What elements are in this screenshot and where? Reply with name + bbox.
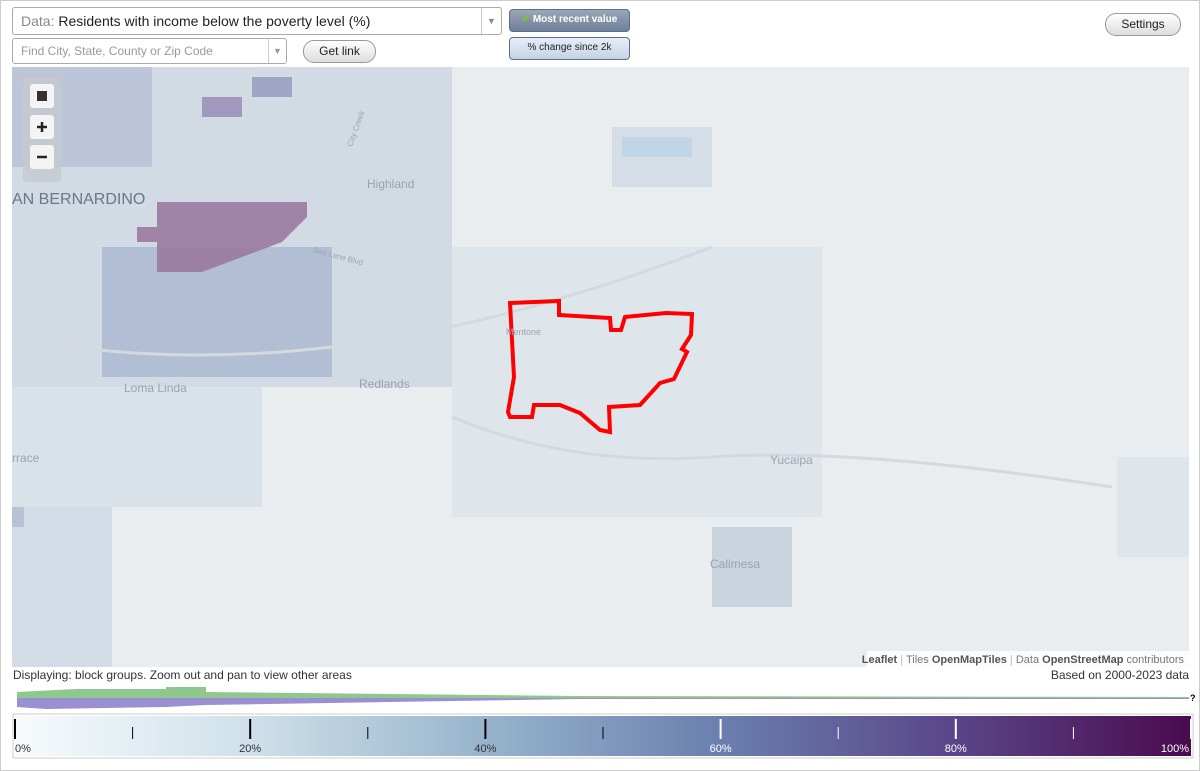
histogram-recent <box>17 687 1189 698</box>
legend: ? 0% 20% 40% 60% 80% 100% <box>12 687 1196 759</box>
attribution-text: Data <box>1016 654 1040 666</box>
attribution-link[interactable]: OpenStreetMap <box>1042 654 1124 666</box>
map-label: Mentone <box>506 327 541 337</box>
selected-area-outline <box>505 298 695 435</box>
road <box>12 245 1113 489</box>
mode-recent-label: Most recent value <box>532 14 618 25</box>
map-label: Yucaipa <box>770 453 813 467</box>
map-label: Redlands <box>359 377 410 391</box>
map[interactable]: AN BERNARDINO Highland Redlands Loma Lin… <box>12 67 1189 667</box>
attribution: Leaflet | Tiles OpenMapTiles | Data Open… <box>862 654 1185 666</box>
legend-tick-label: 60% <box>710 743 732 755</box>
map-label: AN BERNARDINO <box>12 191 145 208</box>
data-range-note: Based on 2000-2023 data <box>1050 668 1189 682</box>
histogram-change <box>17 698 1189 709</box>
dropdown-arrow[interactable]: ▼ <box>268 39 286 63</box>
displaying-note: Displaying: block groups. Zoom out and p… <box>13 668 352 682</box>
data-value: Residents with income below the poverty … <box>58 13 371 29</box>
search-box[interactable]: Find City, State, County or Zip Code ▼ <box>12 38 287 64</box>
map-label: rrace <box>12 451 40 465</box>
data-select[interactable]: Data: Residents with income below the po… <box>12 7 502 35</box>
attribution-text: contributors <box>1127 654 1185 666</box>
attribution-text: Tiles <box>906 654 929 666</box>
legend-tick-label: 20% <box>239 743 261 755</box>
legend-tick-label: 0% <box>15 743 31 755</box>
legend-tick-label: 80% <box>945 743 967 755</box>
data-label: Data: <box>21 13 55 29</box>
legend-tick-label: 100% <box>1161 743 1189 755</box>
help-icon[interactable]: ? <box>1190 693 1196 703</box>
zoom-out-button[interactable] <box>30 145 54 169</box>
zoom-in-button[interactable] <box>30 115 54 139</box>
dropdown-arrow[interactable]: ▼ <box>481 8 501 34</box>
attribution-background <box>867 651 1189 667</box>
legend-tick-label: 40% <box>474 743 496 755</box>
mode-change-button[interactable]: % change since 2k <box>509 37 630 60</box>
attribution-sep: | <box>900 654 903 666</box>
search-placeholder: Find City, State, County or Zip Code <box>21 44 213 58</box>
map-label: Loma Linda <box>124 381 187 395</box>
attribution-sep: | <box>1010 654 1013 666</box>
map-label: Calimesa <box>710 557 760 571</box>
fullscreen-button[interactable] <box>30 84 54 108</box>
map-label: Highland <box>367 177 414 191</box>
settings-button[interactable]: Settings <box>1105 13 1181 36</box>
check-icon: ✔ <box>521 14 531 25</box>
attribution-link[interactable]: OpenMapTiles <box>932 654 1007 666</box>
get-link-button[interactable]: Get link <box>303 40 376 63</box>
mode-recent-button[interactable]: ✔ Most recent value <box>509 9 630 32</box>
map-labels: AN BERNARDINO Highland Redlands Loma Lin… <box>12 109 813 571</box>
block-groups <box>12 67 1189 667</box>
attribution-link[interactable]: Leaflet <box>862 654 898 666</box>
